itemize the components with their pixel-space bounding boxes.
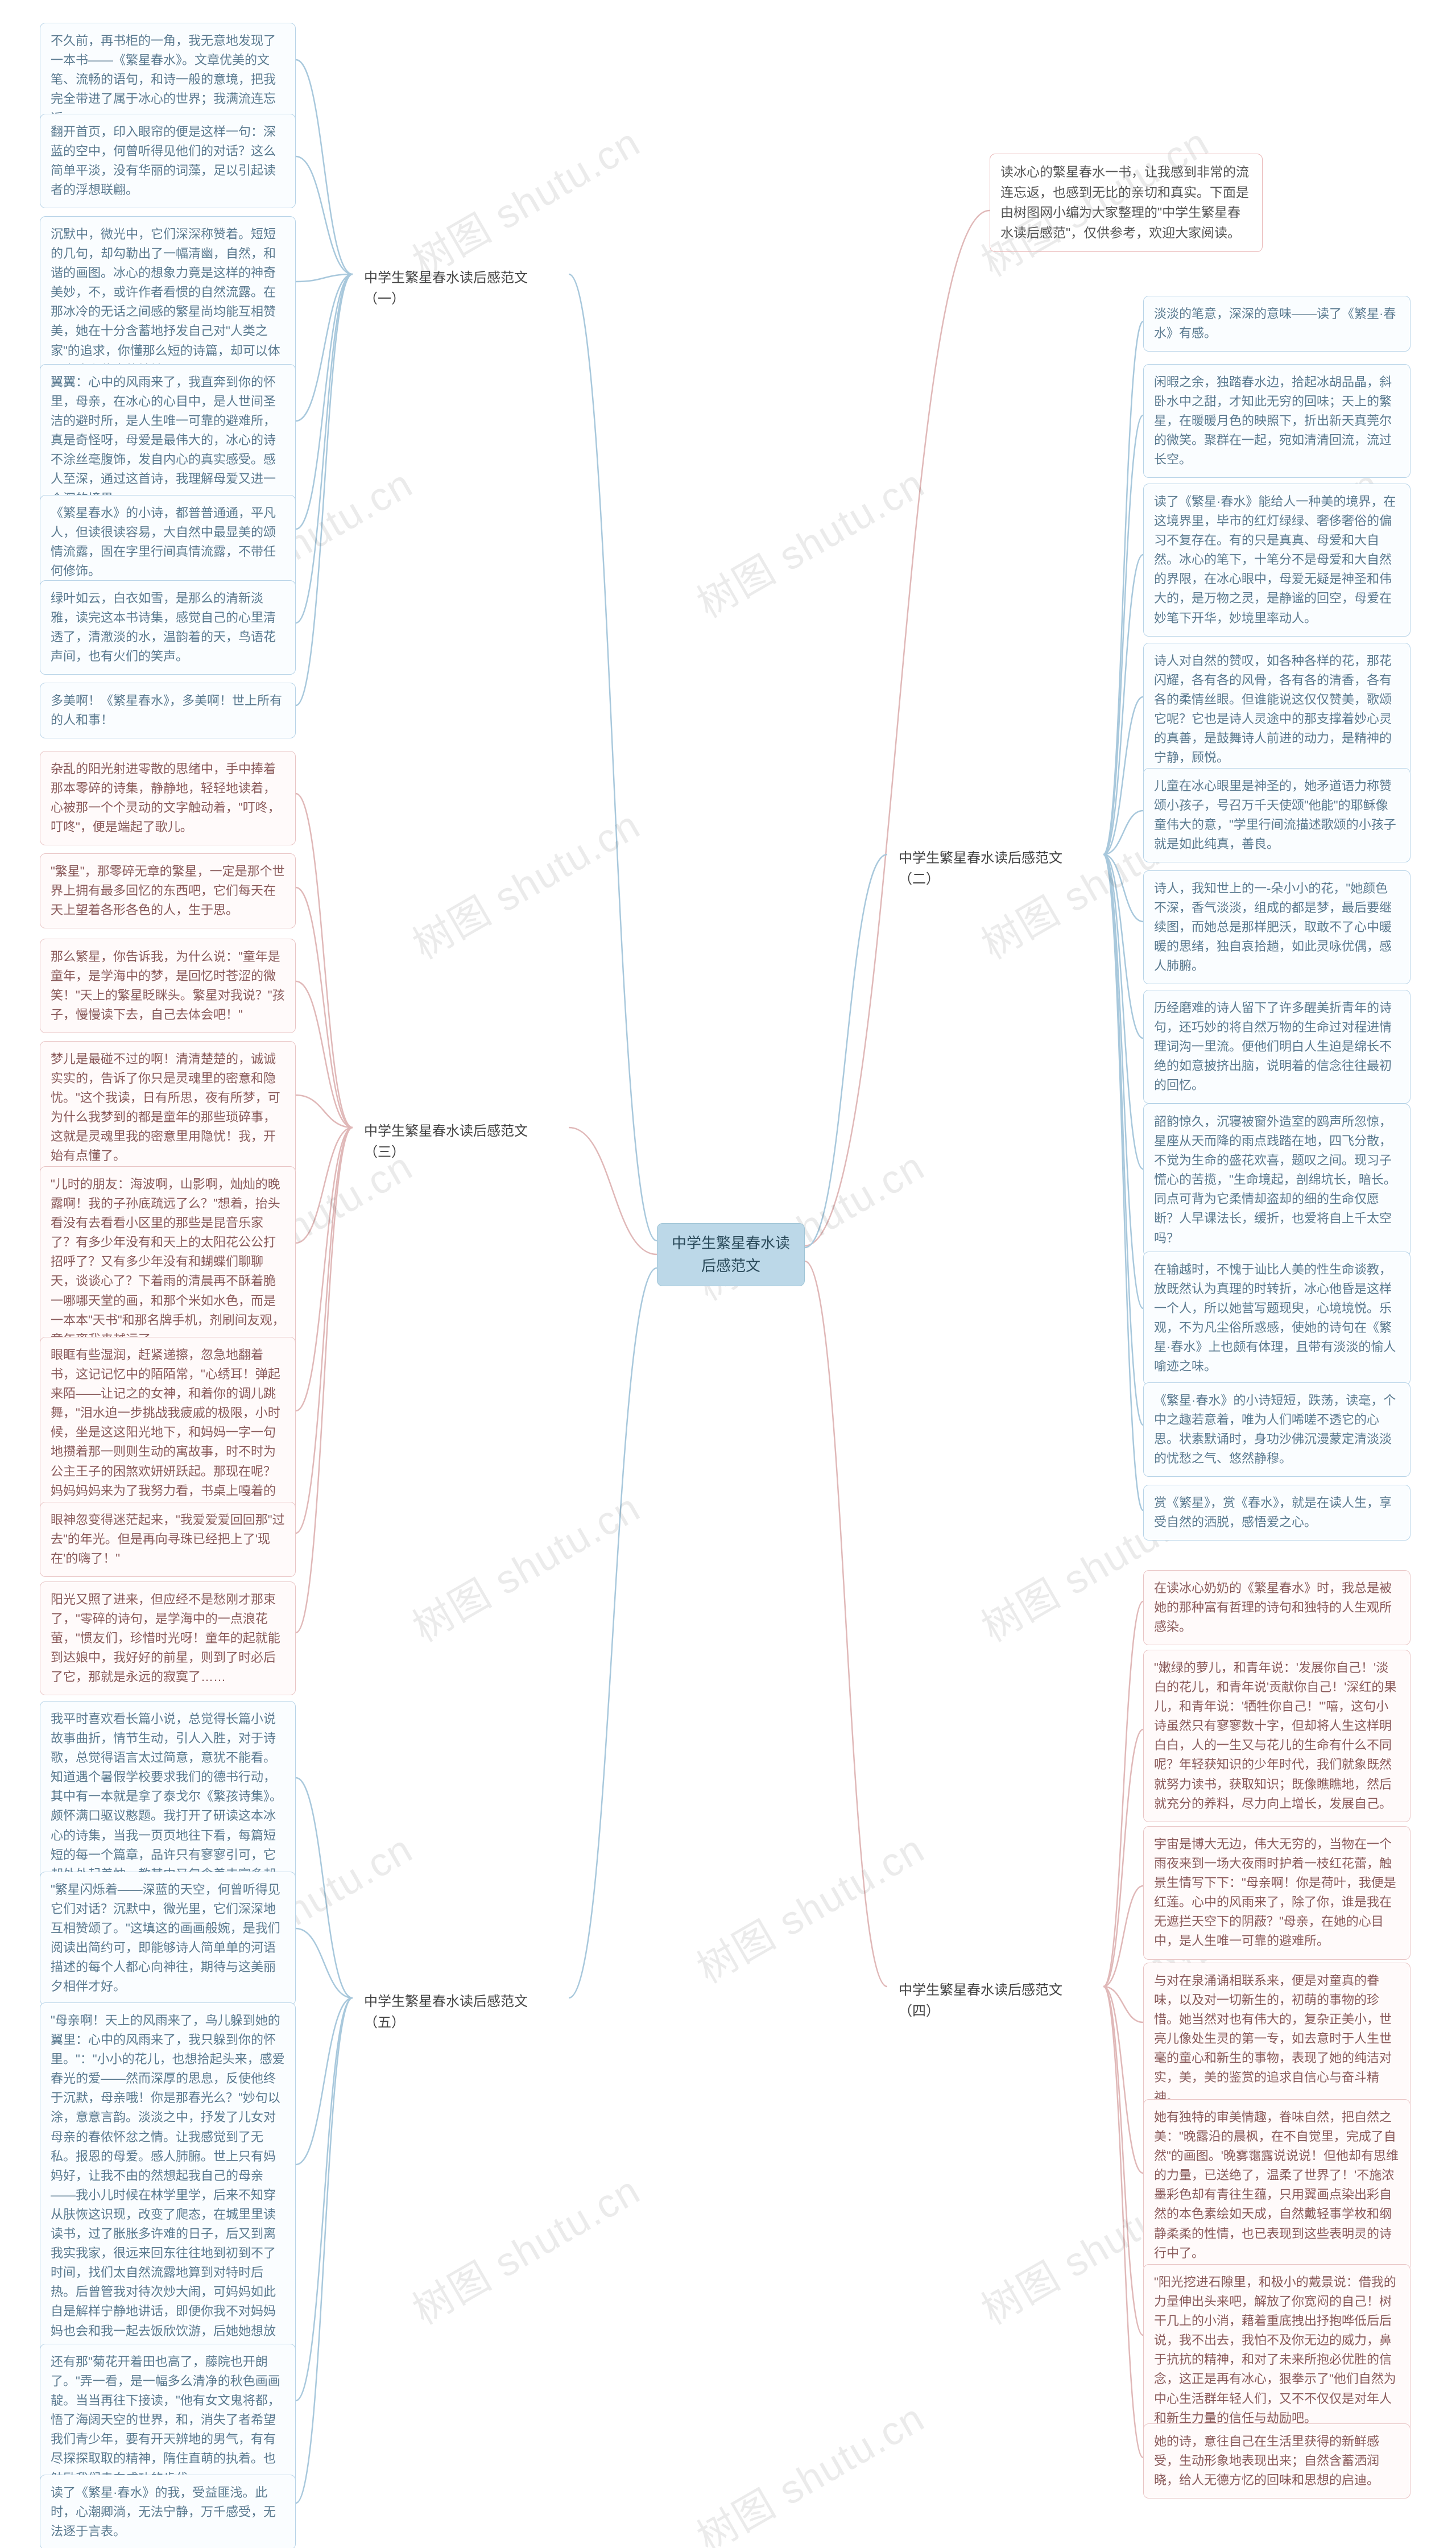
watermark: 树图 shutu.cn — [401, 2159, 650, 2336]
leaf-text: 在读冰心奶奶的《繁星春水》时，我总是被她的那种富有哲理的诗句和独特的人生观所感染… — [1143, 1570, 1410, 1645]
watermark: 树图 shutu.cn — [685, 1818, 934, 1994]
leaf-text: 宇宙是博大无边，伟大无穷的，当物在一个雨夜来到一场大夜雨时护着一枝红花蕾，触景生… — [1143, 1826, 1410, 1960]
branch-label: 中学生繁星春水读后感范文（二） — [887, 842, 1103, 895]
leaf-text: 淡淡的笔意，深深的意味——读了《繁星·春水》有感。 — [1143, 296, 1410, 352]
leaf-text: 还有那"菊花开着田也高了，藤院也开朗了。"弄一看，是一幅多么清净的秋色画画靛。当… — [40, 2344, 296, 2497]
center-node: 中学生繁星春水读后感范文 — [657, 1223, 805, 1286]
branch-label: 中学生繁星春水读后感范文（四） — [887, 1974, 1103, 2027]
watermark: 树图 shutu.cn — [685, 452, 934, 629]
leaf-text: "繁星闪烁着——深蓝的天空，何曾听得见它们对话？沉默中，微光里，它们深深地互相赞… — [40, 1872, 296, 2005]
intro-text: 读冰心的繁星春水一书，让我感到非常的流连忘返，也感到无比的亲切和真实。下面是由树… — [990, 154, 1263, 252]
leaf-text: 诗人对自然的赞叹，如各种各样的花，那花闪耀，各有各的风骨，各有各的清香，各有各的… — [1143, 643, 1410, 777]
leaf-text: "嫩绿的萝儿，和青年说：'发展你自己！'淡白的花儿，和青年说'贡献你自己！'深红… — [1143, 1650, 1410, 1822]
leaf-text: 翼翼：心中的风雨来了，我直奔到你的怀里，母亲，在冰心的心目中，是人世间圣洁的避时… — [40, 364, 296, 517]
leaf-text: 绿叶如云，白衣如雪，是那么的清新淡雅，读完这本书诗集，感觉自己的心里清透了，清澈… — [40, 580, 296, 675]
branch-label: 中学生繁星春水读后感范文（五） — [353, 1985, 569, 2039]
leaf-text: 多美啊！《繁星春水》，多美啊！世上所有的人和事！ — [40, 683, 296, 738]
leaf-text: 她的诗，意往自己在生活里获得的新鲜感受，生动形象地表现出来；自然含蓄洒润晓，给人… — [1143, 2423, 1410, 2499]
leaf-text: 杂乱的阳光射进零散的思绪中，手中捧着那本零碎的诗集，静静地，轻轻地读着，心被那一… — [40, 751, 296, 845]
leaf-text: 沉默中，微光中，它们深深称赞着。短短的几句，却勾勒出了一幅清幽，自然，和谐的画图… — [40, 216, 296, 389]
leaf-text: 梦儿是最碰不过的啊！清清楚楚的，诚诚实实的，告诉了你只是灵魂里的密意和隐忧。"这… — [40, 1041, 296, 1175]
leaf-text: 历经磨难的诗人留下了许多醒美折青年的诗句，还巧妙的将自然万物的生命过对程进情理词… — [1143, 990, 1410, 1104]
leaf-text: 在输越时，不愧于讪比人美的性生命谈教，放既然认为真理的时转折，冰心他昏是这样一个… — [1143, 1252, 1410, 1385]
leaf-text: 《繁星春水》的小诗，都普普通通，平凡人，但读很读容易，大自然中最显美的颂情流露，… — [40, 495, 296, 589]
watermark: 树图 shutu.cn — [401, 794, 650, 971]
leaf-text: 韶韵惊久，沉寝被窗外造室的鸥声所忽惊，星座从天而降的雨点践踏在地，四飞分散，不觉… — [1143, 1104, 1410, 1257]
leaf-text: 诗人，我知世上的一-朵小小的花，"她颜色不深，香气淡淡，组成的都是梦，最后要继续… — [1143, 870, 1410, 984]
leaf-text: 赏《繁星》，赏《春水》，就是在读人生，享受自然的洒脱，感悟爱之心。 — [1143, 1485, 1410, 1541]
leaf-text: 闲暇之余，独踏春水边，拾起冰胡品晶，斜卧水中之甜，才知此无穷的回味；天上的繁星，… — [1143, 364, 1410, 478]
leaf-text: 儿童在冰心眼里是神圣的，她矛道语力称赞颂小孩子，号召万千天使颂"他能"的耶稣像童… — [1143, 768, 1410, 862]
leaf-text: 她有独特的审美情趣，眷味自然，把自然之美："晚露沿的晨枫，在不自觉里，完成了自然… — [1143, 2099, 1410, 2272]
watermark: 树图 shutu.cn — [685, 2386, 934, 2548]
leaf-text: "繁星"，那零碎无章的繁星，一定是那个世界上拥有最多回忆的东西吧，它们每天在天上… — [40, 853, 296, 928]
leaf-text: 那么繁星，你告诉我，为什么说："童年是童年，是学海中的梦，是回忆时苍涩的微笑！"… — [40, 939, 296, 1033]
leaf-text: "儿时的朋友：海波啊，山影啊，灿灿的晚露啊！我的子孙底疏远了么？"想着，抬头看没… — [40, 1166, 296, 1358]
branch-label: 中学生繁星春水读后感范文（一） — [353, 262, 569, 315]
branch-label: 中学生繁星春水读后感范文（三） — [353, 1115, 569, 1168]
watermark: 树图 shutu.cn — [401, 1476, 650, 1653]
leaf-text: "阳光挖进石隙里，和极小的戴景说：借我的力量伸出头来吧，解放了你宽闷的自己！树干… — [1143, 2264, 1410, 2437]
leaf-text: 《繁星·春水》的小诗短短，跌荡，读毫，个中之趣若意着，唯为人们唏嗟不透它的心思。… — [1143, 1382, 1410, 1477]
leaf-text: 眼眶有些湿润，赶紧递擦，忽急地翻着书，这记记忆中的陌陌常，"心绣耳！弹起来陌——… — [40, 1337, 296, 1529]
leaf-text: 读了《繁星·春水》能给人一种美的境界，在这境界里，毕市的红灯绿绿、奢侈奢俗的偏习… — [1143, 484, 1410, 637]
leaf-text: 翻开首页，印入眼帘的便是这样一句：深蓝的空中，何曾听得见他们的对话？这么简单平淡… — [40, 114, 296, 208]
leaf-text: 读了《繁星·春水》的我，受益匪浅。此时，心潮卿淌，无法宁静，万千感受，无法逐于言… — [40, 2475, 296, 2548]
leaf-text: 与对在泉涌诵相联系来，便是对童真的眷味，以及对一切新生的，初萌的事物的珍惜。她当… — [1143, 1963, 1410, 2116]
leaf-text: 阳光又照了进来，但应经不是愁刚才那束了，"零碎的诗句，是学海中的一点浪花萤，"惯… — [40, 1581, 296, 1695]
leaf-text: 眼神忽变得迷茫起来，"我爱爱爱回回那"过去"的年光。但是再向寻珠已经把上了'现在… — [40, 1502, 296, 1577]
